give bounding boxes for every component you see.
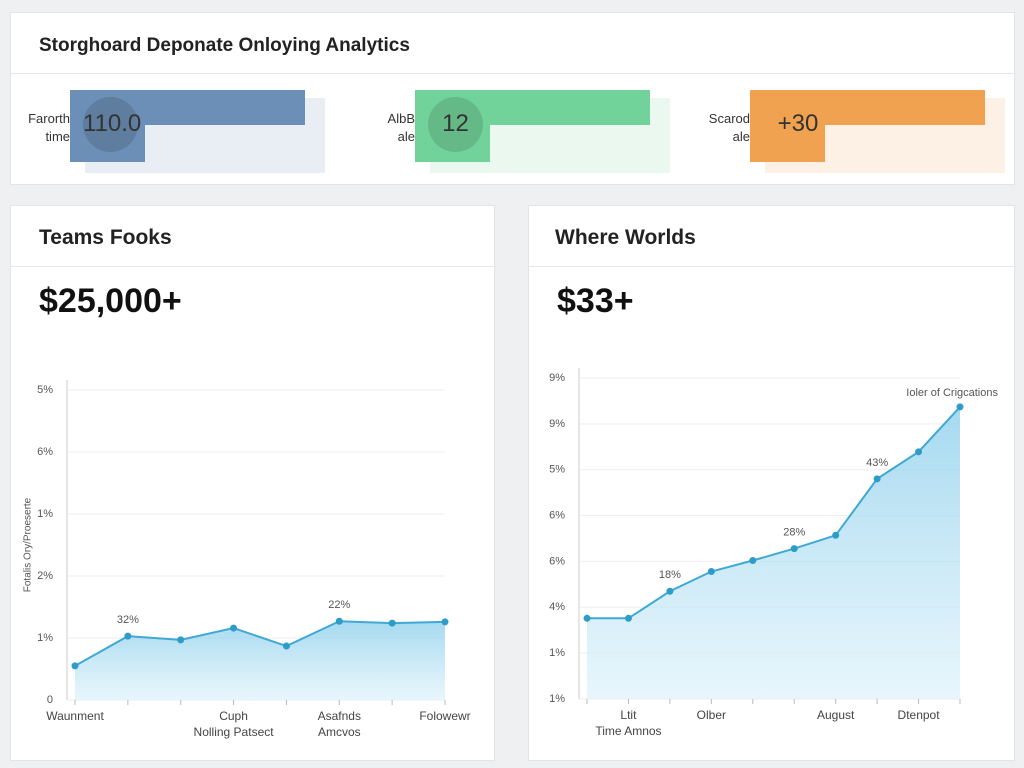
x-tick-label: Asafnds Amcvos: [317, 709, 361, 739]
point: [666, 587, 674, 595]
area: [75, 621, 445, 700]
y-tick-label: 6%: [549, 509, 565, 521]
divider: [11, 266, 496, 267]
point: [624, 614, 632, 622]
line: [587, 406, 961, 620]
y-axis-label: Fotalis Ory/Proeserte: [23, 497, 34, 592]
point: [177, 636, 185, 644]
annotation: 28%: [783, 526, 805, 538]
divider: [11, 73, 1016, 74]
kpi-label: Farorth time: [28, 111, 70, 144]
annotation: 22%: [328, 599, 350, 611]
x-tick-label: Ltit Time Amnos: [595, 708, 662, 738]
point: [230, 624, 238, 632]
point: [873, 475, 881, 483]
y-tick-label: 1%: [37, 632, 53, 644]
point: [282, 642, 290, 650]
divider: [529, 266, 1016, 267]
kpi-box: [415, 90, 490, 162]
x-tick-label: Folowewr: [419, 709, 471, 723]
point: [335, 617, 343, 625]
y-tick-label: 5%: [549, 464, 565, 476]
annotation: 18%: [659, 569, 681, 581]
panel-value: $25,000+: [39, 282, 182, 320]
point: [71, 662, 79, 670]
x-tick-label: Waunment: [46, 709, 104, 723]
panel-value: $33+: [557, 282, 634, 320]
y-tick-label: 9%: [549, 372, 565, 384]
panel-title: Teams Fooks: [39, 226, 172, 250]
panel-title-text: Where Worlds: [555, 226, 696, 249]
point: [124, 632, 132, 640]
point: [915, 448, 923, 456]
x-tick-label: Dtenpot: [897, 708, 940, 722]
panel-title: Where Worlds: [555, 226, 696, 250]
y-tick-label: 2%: [37, 570, 53, 582]
panel-title-text: Teams Fooks: [39, 226, 172, 249]
point: [707, 568, 715, 576]
y-tick-label: 6%: [549, 555, 565, 567]
x-tick-label: Olber: [696, 708, 726, 722]
y-tick-label: 1%: [549, 693, 565, 705]
point: [956, 403, 964, 411]
y-tick-label: 1%: [37, 508, 53, 520]
kpi-circle: [83, 97, 138, 152]
x-tick-label: August: [816, 708, 855, 722]
kpi-circle: [428, 97, 483, 152]
y-tick-label: 5%: [37, 384, 53, 396]
y-tick-label: 9%: [549, 418, 565, 430]
x-tick-label: Cuph Nolling Patsect: [193, 709, 274, 739]
annotation: 32%: [117, 614, 139, 626]
point: [441, 618, 449, 626]
area: [587, 406, 960, 699]
line: [74, 620, 446, 667]
y-tick-label: 1%: [549, 647, 565, 659]
header-title: Storghoard Deponate Onloying Analytics: [39, 35, 410, 56]
point: [583, 614, 591, 622]
y-tick-label: 4%: [549, 601, 565, 613]
kpi-label: AlbB ale: [387, 111, 415, 144]
kpi-box: [750, 90, 825, 162]
annotation: Ioler of Crigcations: [906, 387, 998, 399]
annotation: 43%: [866, 457, 888, 469]
kpi-value: +30: [777, 110, 819, 137]
point: [388, 619, 396, 627]
point: [832, 531, 840, 539]
kpi-box: [70, 90, 145, 162]
kpi-value: 12: [442, 110, 469, 137]
point: [749, 557, 757, 565]
kpi-value: 110.0: [83, 110, 142, 137]
y-tick-label: 0: [47, 694, 53, 706]
y-tick-label: 6%: [37, 446, 53, 458]
kpi-label: Scarod ale: [708, 111, 750, 144]
point: [790, 545, 798, 553]
